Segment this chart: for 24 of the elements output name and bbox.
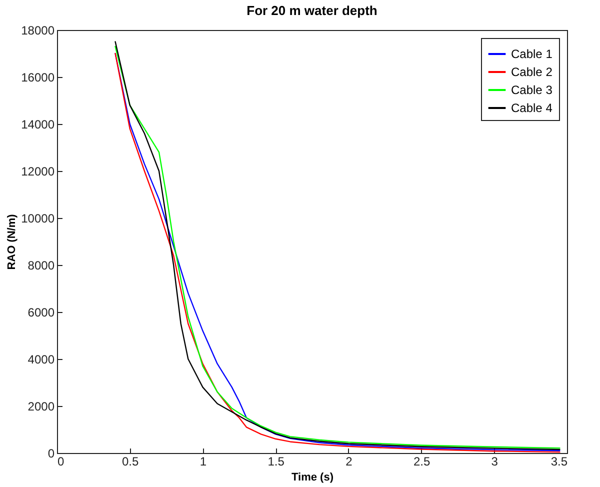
y-tick-label: 4000	[28, 352, 55, 366]
y-tick-label: 8000	[28, 258, 55, 272]
y-tick-label: 12000	[21, 164, 55, 178]
y-tick-label: 6000	[28, 306, 55, 320]
x-tick-label: 0	[58, 454, 64, 468]
y-axis-title: RAO (N/m)	[6, 214, 18, 270]
y-tick-label: 2000	[28, 400, 55, 414]
legend-label: Cable 3	[511, 83, 553, 97]
x-tick-label: 2	[346, 454, 353, 468]
x-tick-label: 3	[491, 454, 498, 468]
legend-label: Cable 4	[511, 101, 553, 115]
x-axis-title: Time (s)	[292, 472, 334, 484]
legend-label: Cable 2	[511, 65, 553, 79]
y-tick-label: 16000	[21, 70, 55, 84]
y-tick-label: 18000	[21, 24, 55, 38]
x-tick-label: 1.5	[268, 454, 285, 468]
x-tick-label: 1	[200, 454, 207, 468]
y-tick-label: 10000	[21, 212, 55, 226]
x-tick-label: 2.5	[413, 454, 430, 468]
y-tick-label: 14000	[21, 118, 55, 132]
legend-label: Cable 1	[511, 47, 553, 61]
x-tick-label: 0.5	[122, 454, 140, 468]
chart-title: For 20 m water depth	[246, 3, 378, 18]
x-tick-label: 3.5	[550, 454, 568, 468]
